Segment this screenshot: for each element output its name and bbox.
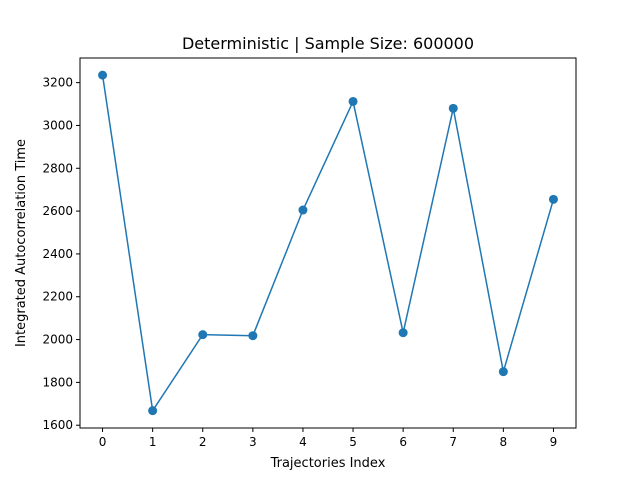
x-tick-label: 5 [349,435,357,449]
y-tick-label: 1800 [42,375,73,389]
data-point [148,406,158,416]
data-point [498,367,508,377]
series-line [101,75,555,413]
data-point [548,194,558,204]
data-point [398,328,408,338]
y-tick-label: 3000 [42,118,73,132]
data-point [198,330,208,340]
x-tick-label: 3 [249,435,257,449]
data-point [348,96,358,106]
series-layer [98,70,558,416]
y-axis-ticks: 1600 1800 2000 2200 2400 2600 2800 3000 3200 [42,76,80,432]
x-tick-label: 1 [149,435,157,449]
y-tick-label: 3200 [42,76,73,90]
data-point [448,103,458,113]
x-tick-label: 6 [399,435,407,449]
plot-frame [79,57,577,429]
y-axis-label: Integrated Autocorrelation Time [14,139,29,347]
y-tick-label: 1600 [42,418,73,432]
y-tick-label: 2000 [42,333,73,347]
data-point [298,205,308,215]
y-tick-label: 2600 [42,204,73,218]
x-tick-label: 4 [299,435,307,449]
y-tick-label: 2400 [42,247,73,261]
x-tick-label: 8 [500,435,508,449]
x-tick-label: 0 [99,435,107,449]
x-tick-label: 2 [199,435,207,449]
data-point [98,70,108,80]
x-axis-label: Trajectories Index [270,456,386,471]
x-axis-ticks: 0 1 2 3 4 5 6 7 8 9 [99,428,558,449]
data-point [248,331,258,341]
chart-title: Deterministic | Sample Size: 600000 [182,34,474,53]
y-tick-label: 2800 [42,161,73,175]
y-tick-label: 2200 [42,290,73,304]
x-tick-label: 7 [449,435,457,449]
x-tick-label: 9 [550,435,558,449]
